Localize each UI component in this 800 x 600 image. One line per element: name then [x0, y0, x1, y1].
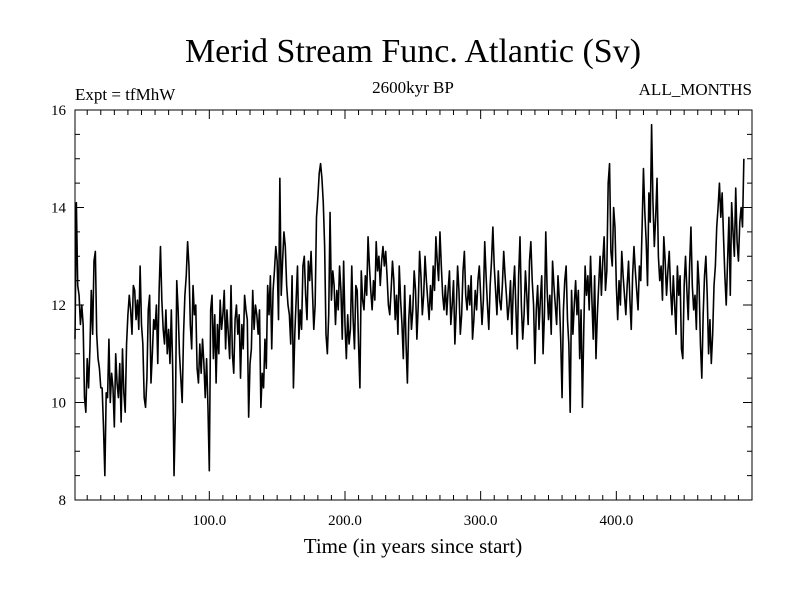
- tick-label-group: 8 10 12 14 16 100.0 200.0 300.0 400.0: [51, 103, 633, 529]
- plot-frame: [74, 109, 753, 501]
- y-tick-label: 14: [51, 201, 67, 217]
- x-tick-label: 200.0: [328, 513, 362, 529]
- tick-group: [75, 109, 752, 501]
- y-tick-label: 8: [59, 493, 67, 509]
- y-tick-label: 10: [51, 396, 66, 412]
- x-tick-label: 100.0: [192, 513, 226, 529]
- months-label: ALL_MONTHS: [639, 80, 752, 99]
- x-tick-label: 400.0: [599, 513, 633, 529]
- chart-title: Merid Stream Func. Atlantic (Sv): [185, 33, 641, 70]
- experiment-label: Expt = tfMhW: [75, 85, 176, 104]
- series-line: [74, 123, 745, 477]
- y-tick-label: 12: [51, 298, 66, 314]
- x-axis-label: Time (in years since start): [304, 534, 523, 558]
- x-tick-label: 300.0: [464, 513, 498, 529]
- y-tick-label: 16: [51, 103, 67, 119]
- period-label: 2600kyr BP: [372, 78, 454, 97]
